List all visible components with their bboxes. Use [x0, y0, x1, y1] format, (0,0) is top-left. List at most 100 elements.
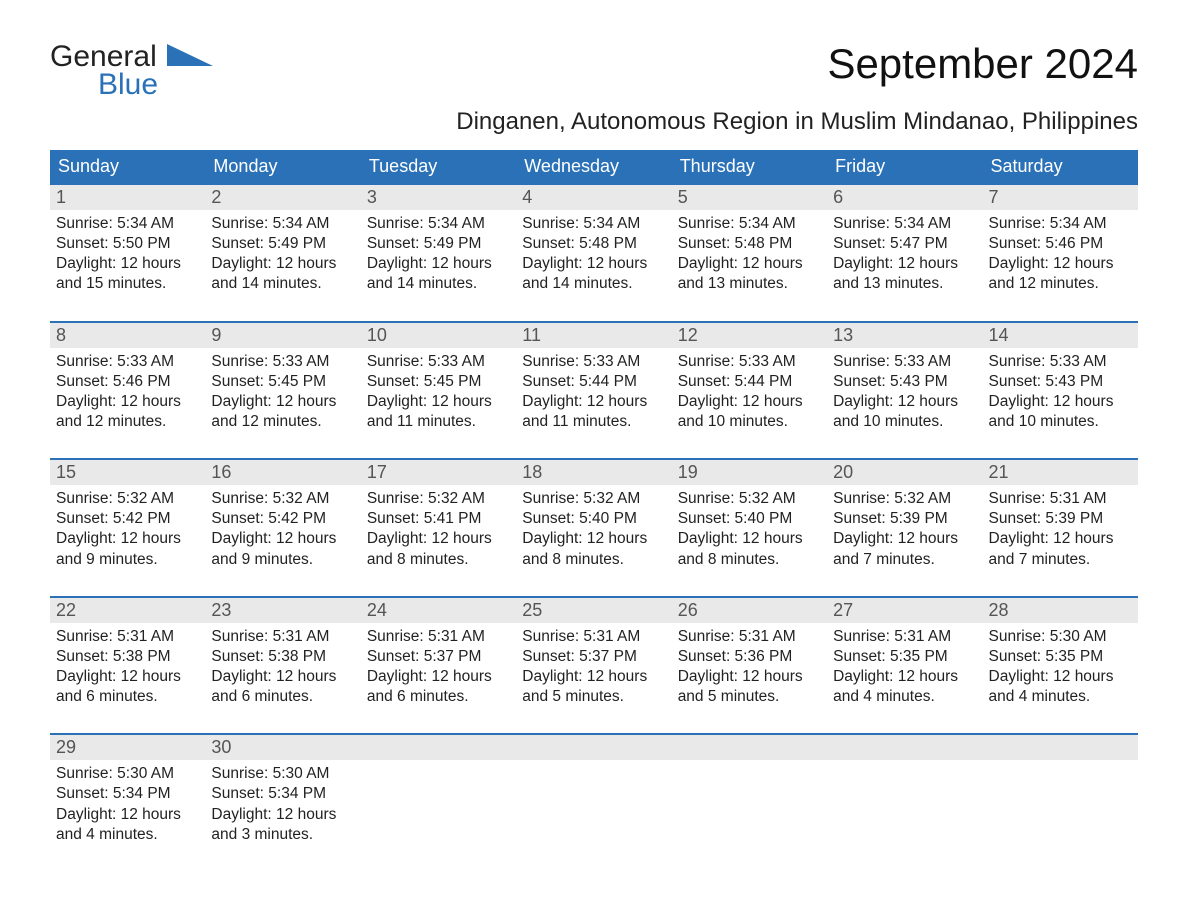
logo: General Blue: [50, 40, 213, 102]
day-dl2: and 14 minutes.: [522, 274, 663, 294]
day-cell: Sunrise: 5:34 AMSunset: 5:48 PMDaylight:…: [516, 210, 671, 321]
day-cell: Sunrise: 5:34 AMSunset: 5:47 PMDaylight:…: [827, 210, 982, 321]
day-dl1: Daylight: 12 hours: [56, 529, 197, 549]
day-dl2: and 9 minutes.: [211, 550, 352, 570]
day-dl2: and 5 minutes.: [678, 687, 819, 707]
day-ss: Sunset: 5:41 PM: [367, 509, 508, 529]
day-dl1: Daylight: 12 hours: [678, 529, 819, 549]
day-sr: Sunrise: 5:34 AM: [56, 214, 197, 234]
day-ss: Sunset: 5:35 PM: [989, 647, 1130, 667]
day-dl2: and 12 minutes.: [211, 412, 352, 432]
day-ss: Sunset: 5:42 PM: [56, 509, 197, 529]
day-dl1: Daylight: 12 hours: [678, 667, 819, 687]
day-number: 13: [827, 323, 982, 348]
day-ss: Sunset: 5:45 PM: [367, 372, 508, 392]
day-sr: Sunrise: 5:31 AM: [833, 627, 974, 647]
day-cell: Sunrise: 5:32 AMSunset: 5:40 PMDaylight:…: [516, 485, 671, 596]
day-dl2: and 4 minutes.: [989, 687, 1130, 707]
calendar: Sunday Monday Tuesday Wednesday Thursday…: [50, 150, 1138, 871]
day-dl1: Daylight: 12 hours: [522, 529, 663, 549]
day-dl1: Daylight: 12 hours: [989, 529, 1130, 549]
day-number: 6: [827, 185, 982, 210]
day-dl1: Daylight: 12 hours: [367, 392, 508, 412]
day-cell: Sunrise: 5:32 AMSunset: 5:42 PMDaylight:…: [50, 485, 205, 596]
day-cell: Sunrise: 5:30 AMSunset: 5:34 PMDaylight:…: [50, 760, 205, 871]
weekday-header: Monday: [205, 150, 360, 183]
day-ss: Sunset: 5:47 PM: [833, 234, 974, 254]
day-number: 15: [50, 460, 205, 485]
day-sr: Sunrise: 5:30 AM: [56, 764, 197, 784]
day-ss: Sunset: 5:37 PM: [522, 647, 663, 667]
day-dl1: Daylight: 12 hours: [989, 392, 1130, 412]
day-number: 18: [516, 460, 671, 485]
day-number: 28: [983, 598, 1138, 623]
day-sr: Sunrise: 5:31 AM: [989, 489, 1130, 509]
day-cell: Sunrise: 5:34 AMSunset: 5:49 PMDaylight:…: [361, 210, 516, 321]
week-row: 891011121314Sunrise: 5:33 AMSunset: 5:46…: [50, 321, 1138, 459]
day-cell: Sunrise: 5:30 AMSunset: 5:35 PMDaylight:…: [983, 623, 1138, 734]
day-sr: Sunrise: 5:32 AM: [211, 489, 352, 509]
day-sr: Sunrise: 5:32 AM: [522, 489, 663, 509]
day-sr: Sunrise: 5:31 AM: [211, 627, 352, 647]
weekday-header: Sunday: [50, 150, 205, 183]
day-number: 8: [50, 323, 205, 348]
day-sr: Sunrise: 5:34 AM: [989, 214, 1130, 234]
day-ss: Sunset: 5:38 PM: [211, 647, 352, 667]
day-dl2: and 10 minutes.: [989, 412, 1130, 432]
day-sr: Sunrise: 5:31 AM: [522, 627, 663, 647]
day-number: 7: [983, 185, 1138, 210]
day-dl2: and 4 minutes.: [833, 687, 974, 707]
day-dl1: Daylight: 12 hours: [211, 667, 352, 687]
day-number: 10: [361, 323, 516, 348]
day-dl1: Daylight: 12 hours: [367, 529, 508, 549]
day-cell: Sunrise: 5:30 AMSunset: 5:34 PMDaylight:…: [205, 760, 360, 871]
day-ss: Sunset: 5:46 PM: [989, 234, 1130, 254]
day-dl1: Daylight: 12 hours: [833, 254, 974, 274]
day-dl2: and 7 minutes.: [833, 550, 974, 570]
day-dl2: and 8 minutes.: [678, 550, 819, 570]
day-cell: Sunrise: 5:31 AMSunset: 5:39 PMDaylight:…: [983, 485, 1138, 596]
day-cell: [672, 760, 827, 871]
day-number: 1: [50, 185, 205, 210]
day-cell: Sunrise: 5:34 AMSunset: 5:49 PMDaylight:…: [205, 210, 360, 321]
day-dl1: Daylight: 12 hours: [56, 805, 197, 825]
day-ss: Sunset: 5:50 PM: [56, 234, 197, 254]
day-ss: Sunset: 5:46 PM: [56, 372, 197, 392]
day-number: 21: [983, 460, 1138, 485]
day-cell: Sunrise: 5:34 AMSunset: 5:50 PMDaylight:…: [50, 210, 205, 321]
day-cell: Sunrise: 5:31 AMSunset: 5:38 PMDaylight:…: [50, 623, 205, 734]
day-cell: Sunrise: 5:31 AMSunset: 5:38 PMDaylight:…: [205, 623, 360, 734]
day-cell: Sunrise: 5:32 AMSunset: 5:42 PMDaylight:…: [205, 485, 360, 596]
day-dl2: and 10 minutes.: [833, 412, 974, 432]
day-ss: Sunset: 5:35 PM: [833, 647, 974, 667]
week-row: 15161718192021Sunrise: 5:32 AMSunset: 5:…: [50, 458, 1138, 596]
day-dl1: Daylight: 12 hours: [56, 254, 197, 274]
day-dl2: and 8 minutes.: [367, 550, 508, 570]
day-number: [361, 735, 516, 760]
day-ss: Sunset: 5:40 PM: [522, 509, 663, 529]
day-number: 3: [361, 185, 516, 210]
day-number: 22: [50, 598, 205, 623]
day-dl1: Daylight: 12 hours: [989, 667, 1130, 687]
day-content-row: Sunrise: 5:34 AMSunset: 5:50 PMDaylight:…: [50, 210, 1138, 321]
header: General Blue September 2024: [50, 40, 1138, 102]
day-ss: Sunset: 5:34 PM: [56, 784, 197, 804]
day-number-row: 891011121314: [50, 323, 1138, 348]
day-dl2: and 6 minutes.: [211, 687, 352, 707]
day-sr: Sunrise: 5:32 AM: [833, 489, 974, 509]
day-cell: Sunrise: 5:33 AMSunset: 5:46 PMDaylight:…: [50, 348, 205, 459]
day-cell: Sunrise: 5:32 AMSunset: 5:41 PMDaylight:…: [361, 485, 516, 596]
day-number-row: 15161718192021: [50, 460, 1138, 485]
day-sr: Sunrise: 5:33 AM: [522, 352, 663, 372]
day-dl1: Daylight: 12 hours: [833, 392, 974, 412]
day-dl2: and 12 minutes.: [989, 274, 1130, 294]
day-dl2: and 11 minutes.: [522, 412, 663, 432]
day-sr: Sunrise: 5:34 AM: [211, 214, 352, 234]
day-cell: Sunrise: 5:32 AMSunset: 5:39 PMDaylight:…: [827, 485, 982, 596]
day-number: 4: [516, 185, 671, 210]
day-number: 16: [205, 460, 360, 485]
day-dl1: Daylight: 12 hours: [367, 254, 508, 274]
day-cell: [983, 760, 1138, 871]
day-ss: Sunset: 5:45 PM: [211, 372, 352, 392]
day-ss: Sunset: 5:44 PM: [678, 372, 819, 392]
